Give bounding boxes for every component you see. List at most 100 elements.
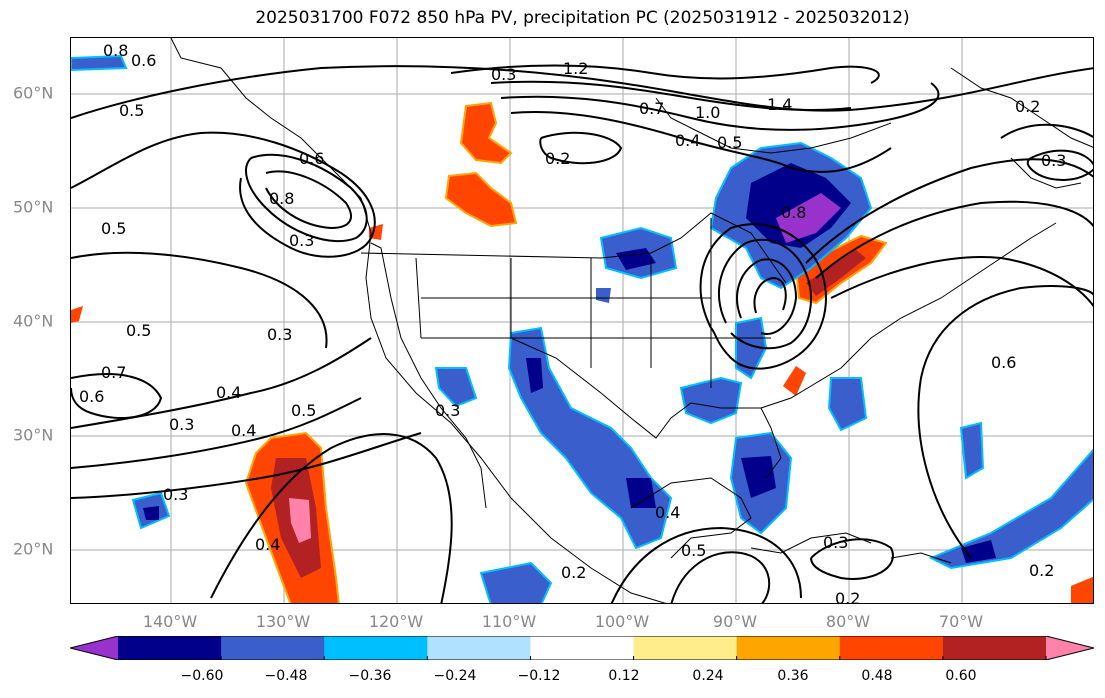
map-canvas: 0.8 0.6 1.2 1.4 1.0 0.7 0.5 0.4 0.2 0.3 …: [71, 38, 1093, 604]
negative-precip-region: [71, 54, 128, 72]
contour-label: 0.7: [101, 363, 126, 382]
contour-label: 1.4: [767, 95, 792, 114]
lat-label-60n: 60°N: [13, 83, 54, 103]
contour-label: 0.6: [991, 353, 1016, 372]
lon-label-70w: 70°W: [938, 612, 984, 631]
contour-label: 0.8: [781, 203, 806, 222]
contour-label: 0.3: [1041, 151, 1066, 170]
contour-label: 0.3: [267, 325, 292, 344]
negative-precip-region: [928, 448, 1093, 570]
precipitation-shading: [71, 54, 1093, 603]
colorbar-segment: [736, 636, 841, 660]
lon-label-100w: 100°W: [594, 612, 650, 631]
colorbar-segments: [70, 636, 1094, 660]
positive-precip-region: [806, 250, 866, 296]
colorbar-tick-label: 0.48: [861, 668, 893, 684]
colorbar-tick-label: −0.12: [517, 668, 561, 684]
contour-label: 0.4: [655, 503, 680, 522]
contour-label: 0.7: [639, 99, 664, 118]
lon-label-130w: 130°W: [255, 612, 311, 631]
coastlines-and-borders: [170, 38, 1093, 603]
lat-label-40n: 40°N: [13, 311, 54, 331]
contour-label: 0.3: [491, 65, 516, 84]
negative-precip-region: [741, 456, 776, 498]
contour-label: 0.5: [126, 321, 151, 340]
contour-label: 0.5: [291, 401, 316, 420]
map-panel: 0.8 0.6 1.2 1.4 1.0 0.7 0.5 0.4 0.2 0.3 …: [70, 37, 1094, 604]
colorbar-tick-label: 0.60: [945, 668, 977, 684]
colorbar-tick-label: −0.60: [180, 668, 224, 684]
colorbar-tick-label: −0.36: [348, 668, 392, 684]
contour-label: 0.2: [561, 563, 586, 582]
colorbar-segment: [530, 636, 635, 660]
lat-label-30n: 30°N: [13, 425, 54, 445]
positive-precip-region: [1071, 576, 1093, 603]
contour-label: 0.6: [131, 51, 156, 70]
negative-precip-region: [626, 478, 656, 508]
contour-label: 1.0: [695, 103, 720, 122]
colorbar-tick-label: 0.24: [692, 668, 724, 684]
contour-label: 0.8: [269, 189, 294, 208]
positive-precip-region: [783, 366, 806, 396]
contour-label: 0.3: [823, 533, 848, 552]
colorbar-ticks: [220, 656, 1047, 660]
contour-label: 0.6: [299, 149, 324, 168]
contour-label: 0.3: [169, 415, 194, 434]
contour-label: 0.5: [101, 219, 126, 238]
colorbar-segment: [839, 636, 944, 660]
negative-precip-region: [827, 377, 868, 432]
colorbar-segment: [221, 636, 325, 660]
contour-label: 0.5: [119, 101, 144, 120]
colorbar: [70, 636, 1094, 660]
contour-label: 0.3: [435, 401, 460, 420]
colorbar-segment: [427, 636, 531, 660]
contour-label: 0.4: [255, 535, 280, 554]
contour-label: 0.4: [675, 131, 700, 150]
positive-precip-region: [444, 171, 518, 228]
contour-label: 0.6: [79, 387, 104, 406]
contour-label: 0.5: [681, 541, 706, 560]
contour-label: 0.8: [103, 41, 128, 60]
lon-label-80w: 80°W: [825, 612, 871, 631]
negative-precip-region: [959, 421, 985, 480]
negative-precip-region: [143, 506, 159, 520]
negative-precip-region: [679, 376, 743, 425]
colorbar-segment: [1046, 636, 1094, 660]
negative-precip-region: [526, 358, 543, 393]
negative-precip-region: [479, 561, 553, 603]
contour-label: 0.2: [1015, 97, 1040, 116]
contour-label: 0.4: [231, 421, 256, 440]
colorbar-segment: [118, 636, 222, 660]
negative-precip-region: [596, 288, 611, 303]
lat-label-20n: 20°N: [13, 539, 54, 559]
contour-label: 0.2: [835, 589, 860, 604]
colorbar-tick-label: 0.36: [777, 668, 809, 684]
negative-precip-region: [735, 316, 768, 380]
colorbar-tick-label: −0.48: [264, 668, 308, 684]
colorbar-tick-label: 0.12: [608, 668, 640, 684]
lat-label-50n: 50°N: [13, 197, 54, 217]
map-title: 2025031700 F072 850 hPa PV, precipitatio…: [255, 8, 910, 28]
contour-label: 0.3: [289, 231, 314, 250]
contour-label: 0.2: [545, 149, 570, 168]
lon-label-140w: 140°W: [142, 612, 198, 631]
positive-precip-region: [71, 306, 83, 323]
positive-precip-region: [289, 498, 311, 543]
lon-label-90w: 90°W: [712, 612, 758, 631]
contour-labels: 0.8 0.6 1.2 1.4 1.0 0.7 0.5 0.4 0.2 0.3 …: [79, 41, 1066, 604]
contour-label: 0.2: [1029, 561, 1054, 580]
pv-contours: [71, 64, 1093, 603]
graticule: [71, 38, 1093, 603]
lon-label-120w: 120°W: [368, 612, 424, 631]
contour-label: 0.4: [216, 383, 241, 402]
colorbar-segment: [633, 636, 738, 660]
contour-label: 0.5: [717, 133, 742, 152]
contour-label: 0.3: [163, 485, 188, 504]
colorbar-segment: [324, 636, 428, 660]
colorbar-segment: [70, 636, 118, 660]
colorbar-tick-label: −0.24: [433, 668, 477, 684]
positive-precip-region: [459, 101, 513, 165]
negative-precip-region: [434, 367, 478, 408]
contour-label: 1.2: [563, 59, 588, 78]
colorbar-segment: [942, 636, 1047, 660]
